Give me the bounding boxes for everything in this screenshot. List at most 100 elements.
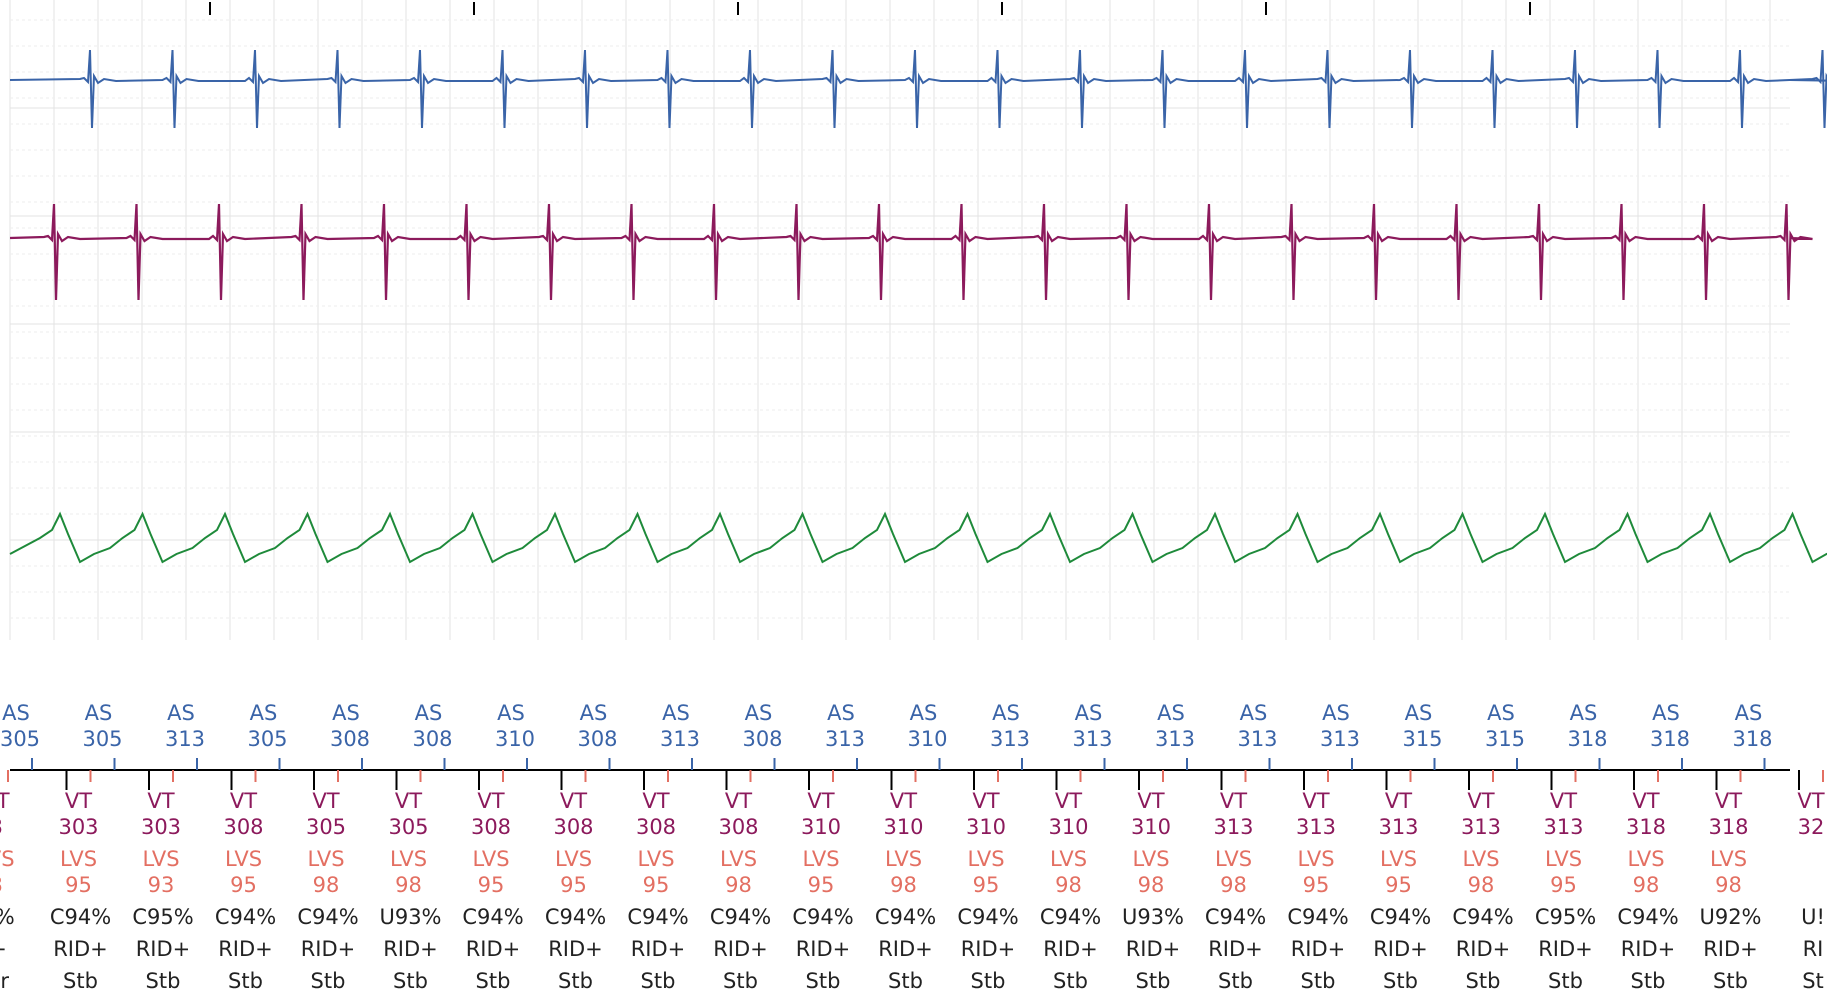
- stability-label: Stb: [476, 969, 511, 993]
- rid-label: RID+: [1126, 937, 1181, 961]
- marker-axis: [7, 758, 1824, 790]
- ventricular-marker-label: VT: [1715, 789, 1742, 813]
- morphology-match-label: C94%: [1205, 905, 1266, 929]
- ventricular-marker-label: VT: [807, 789, 834, 813]
- ventricular-marker-interval: 308: [553, 815, 593, 839]
- morphology-match-label: C95%: [132, 905, 193, 929]
- ventricular-marker-interval: 305: [388, 815, 428, 839]
- atrial-marker-interval: 313: [1320, 727, 1360, 751]
- atrial-egm-trace: [9, 49, 1827, 129]
- ventricular-marker-label: VT: [725, 789, 752, 813]
- ventricular-marker-interval: 32: [1798, 815, 1825, 839]
- atrial-marker-label: AS: [1735, 701, 1763, 725]
- atrial-marker-label: AS: [1570, 701, 1598, 725]
- rid-label: RID+: [218, 937, 273, 961]
- ventricular-marker-label: VT: [1797, 789, 1824, 813]
- stability-label: Stb: [723, 969, 758, 993]
- stability-label: Stb: [228, 969, 263, 993]
- atrial-marker-interval: 318: [1732, 727, 1772, 751]
- morphology-match-label: U!: [1801, 905, 1825, 929]
- atrial-marker-label: AS: [745, 701, 773, 725]
- ventricular-marker-interval: 310: [1131, 815, 1171, 839]
- lv-marker-interval: 98: [1468, 873, 1495, 897]
- morphology-match-label: C94%: [627, 905, 688, 929]
- ventricular-marker-label: VT: [1302, 789, 1329, 813]
- stability-label: Stb: [1218, 969, 1253, 993]
- rid-label: RID+: [1703, 937, 1758, 961]
- atrial-marker-interval: 310: [907, 727, 947, 751]
- rid-label: RID+: [1621, 937, 1676, 961]
- stability-label: Stb: [1713, 969, 1748, 993]
- ventricular-marker-label: VT: [890, 789, 917, 813]
- ventricular-marker-label: VT: [147, 789, 174, 813]
- egm-traces: [9, 49, 1827, 564]
- morphology-match-label: C94%: [297, 905, 358, 929]
- ventricular-marker-label: VT: [1632, 789, 1659, 813]
- lv-marker-interval: 98: [1633, 873, 1660, 897]
- morphology-match-label: C94%: [215, 905, 276, 929]
- time-ticks: [209, 2, 1531, 15]
- stability-label: Stb: [393, 969, 428, 993]
- ventricular-marker-label: VT: [230, 789, 257, 813]
- ventricular-marker-interval: 318: [1626, 815, 1666, 839]
- lv-marker-interval: 98: [313, 873, 340, 897]
- stability-label: Stb: [1631, 969, 1666, 993]
- ventricular-marker-interval: 303: [141, 815, 181, 839]
- lv-marker-label: LVS: [555, 847, 592, 871]
- atrial-marker-label: AS: [1075, 701, 1103, 725]
- stability-label: Stb: [971, 969, 1006, 993]
- rid-label: +: [0, 937, 7, 961]
- ventricular-marker-interval: 305: [306, 815, 346, 839]
- morphology-match-label: C94%: [50, 905, 111, 929]
- atrial-marker-label: AS: [662, 701, 690, 725]
- lv-marker-interval: 8: [0, 873, 3, 897]
- atrial-marker-interval: 308: [412, 727, 452, 751]
- atrial-marker-label: AS: [85, 701, 113, 725]
- rid-label: RID+: [383, 937, 438, 961]
- ventricular-marker-interval: 313: [1461, 815, 1501, 839]
- stability-label: ur: [0, 969, 9, 993]
- lv-marker-interval: 95: [808, 873, 835, 897]
- morphology-match-label: C95%: [1535, 905, 1596, 929]
- rid-label: RI: [1803, 937, 1824, 961]
- lv-marker-interval: 95: [1550, 873, 1577, 897]
- rid-label: RID+: [53, 937, 108, 961]
- ventricular-marker-label: VT: [1385, 789, 1412, 813]
- ventricular-marker-interval: 310: [1048, 815, 1088, 839]
- stability-label: Stb: [806, 969, 841, 993]
- stability-label: Stb: [146, 969, 181, 993]
- ventricular-marker-interval: 308: [718, 815, 758, 839]
- ventricular-marker-interval: 308: [223, 815, 263, 839]
- morphology-match-label: U93%: [1122, 905, 1184, 929]
- atrial-marker-interval: 318: [1567, 727, 1607, 751]
- morphology-match-label: C94%: [1287, 905, 1348, 929]
- lv-marker-interval: 95: [478, 873, 505, 897]
- atrial-marker-interval: 310: [495, 727, 535, 751]
- atrial-marker-interval: 313: [1237, 727, 1277, 751]
- ventricular-marker-interval: 310: [883, 815, 923, 839]
- morphology-match-label: C94%: [1370, 905, 1431, 929]
- atrial-marker-label: AS: [415, 701, 443, 725]
- morphology-match-label: C94%: [792, 905, 853, 929]
- morphology-match-label: U93%: [379, 905, 441, 929]
- atrial-marker-interval: 313: [1155, 727, 1195, 751]
- rid-label: RID+: [548, 937, 603, 961]
- atrial-marker-label: AS: [827, 701, 855, 725]
- ventricular-marker-interval: 313: [1378, 815, 1418, 839]
- atrial-marker-interval: 318: [1650, 727, 1690, 751]
- atrial-marker-label: AS: [332, 701, 360, 725]
- morphology-match-label: C94%: [1617, 905, 1678, 929]
- rid-label: RID+: [301, 937, 356, 961]
- ventricular-marker-interval: 313: [1296, 815, 1336, 839]
- lv-marker-label: LVS: [885, 847, 922, 871]
- atrial-marker-interval: 305: [0, 727, 40, 751]
- morphology-match-label: C94%: [1452, 905, 1513, 929]
- rid-label: RID+: [713, 937, 768, 961]
- lv-marker-interval: 95: [973, 873, 1000, 897]
- lv-marker-interval: 95: [1385, 873, 1412, 897]
- ventricular-marker-interval: 313: [1543, 815, 1583, 839]
- ventricular-marker-label: VT: [642, 789, 669, 813]
- atrial-marker-label: AS: [1487, 701, 1515, 725]
- rid-label: RID+: [466, 937, 521, 961]
